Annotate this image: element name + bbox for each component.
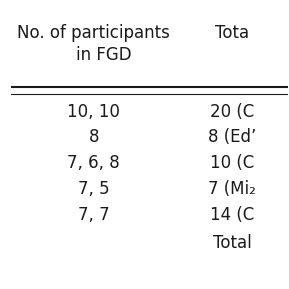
Text: 7, 5: 7, 5 <box>78 180 110 198</box>
Text: Total: Total <box>213 234 252 252</box>
Text: 7 (Mi₂: 7 (Mi₂ <box>208 180 256 198</box>
Text: 7, 7: 7, 7 <box>78 206 110 224</box>
Text: 10 (C: 10 (C <box>210 154 254 172</box>
Text: 14 (C: 14 (C <box>210 206 254 224</box>
Text: 10, 10: 10, 10 <box>67 103 120 121</box>
Text: Tota: Tota <box>215 24 249 42</box>
Text: No. of participants
    in FGD: No. of participants in FGD <box>17 24 170 64</box>
Text: 20 (C: 20 (C <box>210 103 254 121</box>
Text: 8 (Ed’: 8 (Ed’ <box>208 128 256 146</box>
Text: 8: 8 <box>88 128 99 146</box>
Text: 7, 6, 8: 7, 6, 8 <box>67 154 120 172</box>
